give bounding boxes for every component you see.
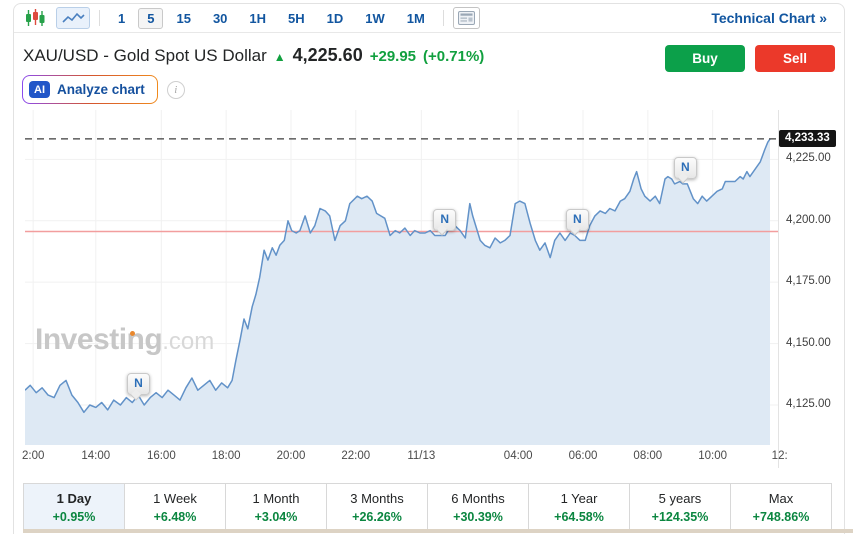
y-axis-label: 4,200.00 (786, 213, 831, 226)
trade-buttons: Buy Sell (665, 45, 835, 72)
ai-badge-icon: AI (29, 81, 50, 98)
price-chart-plot[interactable]: Investing.com N N N N (25, 110, 778, 445)
period-label: 1 Month (252, 491, 300, 506)
period-label: 5 years (658, 491, 702, 506)
timeframe-5h[interactable]: 5H (288, 10, 305, 26)
period-5-years[interactable]: 5 years +124.35% (630, 484, 731, 529)
period-6-months[interactable]: 6 Months +30.39% (428, 484, 529, 529)
technical-chart-link[interactable]: Technical Chart » (711, 10, 831, 26)
timeframe-group: 1 5 15 30 1H 5H 1D 1W 1M (109, 7, 434, 29)
candlestick-chart-icon[interactable] (23, 7, 47, 29)
y-axis-label: 4,175.00 (786, 275, 831, 288)
performance-period-bar: 1 Day +0.95% 1 Week +6.48% 1 Month +3.04% 3 Mo… (23, 483, 832, 530)
x-axis-label: 16:00 (146, 450, 176, 462)
price-chart-svg (25, 110, 778, 445)
period-label: 6 Months (451, 491, 505, 506)
price-line (25, 138, 771, 414)
news-event-marker[interactable]: N (127, 373, 150, 396)
watermark-brand: Investing (35, 323, 163, 356)
instrument-title: XAU/USD - Gold Spot US Dollar (23, 46, 267, 65)
period-change-value: +64.58% (554, 510, 604, 524)
period-label: 1 Day (56, 491, 92, 506)
price-change-percent: (+0.71%) (423, 48, 485, 65)
period-change-value: +6.48% (153, 510, 197, 524)
analyze-chart-label: Analyze chart (57, 82, 145, 97)
timeframe-1[interactable]: 1 (118, 10, 126, 26)
period-label: 1 Year (560, 491, 598, 506)
y-axis[interactable]: 4,225.00 4,200.00 4,175.00 4,150.00 4,125.00 (786, 110, 848, 445)
y-axis-label: 4,225.00 (786, 152, 831, 165)
watermark-orange-dot (130, 331, 135, 336)
period-change-value: +124.35% (651, 510, 709, 524)
period-1-month[interactable]: 1 Month +3.04% (226, 484, 327, 529)
x-axis-label: 12: (771, 450, 788, 462)
x-axis-label: 10:00 (698, 450, 728, 462)
bottom-strip (23, 529, 853, 533)
x-axis-label: 2:00 (21, 450, 45, 462)
period-1-day[interactable]: 1 Day +0.95% (24, 484, 125, 529)
news-event-marker[interactable]: N (565, 208, 589, 231)
x-axis-label: 11/13 (407, 450, 436, 462)
area-chart-icon[interactable] (56, 7, 90, 29)
timeframe-15[interactable]: 15 (176, 10, 191, 26)
period-change-value: +3.04% (254, 510, 298, 524)
x-axis-label: 06:00 (568, 450, 598, 462)
buy-button[interactable]: Buy (665, 45, 745, 72)
x-axis-label: 08:00 (633, 450, 663, 462)
price-area-fill (25, 139, 770, 445)
period-label: 3 Months (350, 491, 404, 506)
instrument-header: XAU/USD - Gold Spot US Dollar ▲ 4,225.60… (23, 45, 484, 66)
x-axis[interactable]: 2:00 14:00 16:00 18:00 20:00 22:00 11/13 04:00 0… (21, 450, 788, 465)
last-price-tag: 4,233.33 (779, 129, 836, 147)
x-axis-label: 14:00 (81, 450, 111, 462)
up-arrow-icon: ▲ (273, 50, 286, 64)
timeframe-1d[interactable]: 1D (326, 10, 344, 26)
info-icon[interactable]: i (166, 80, 185, 99)
news-event-marker[interactable]: N (433, 208, 457, 231)
period-1-year[interactable]: 1 Year +64.58% (529, 484, 630, 529)
investing-watermark: Investing.com (35, 323, 214, 357)
timeframe-1m[interactable]: 1M (406, 10, 425, 26)
y-axis-border (778, 110, 779, 468)
toolbar-divider (442, 10, 444, 26)
sell-button[interactable]: Sell (755, 45, 835, 72)
x-axis-label: 20:00 (276, 450, 306, 462)
timeframe-30[interactable]: 30 (212, 10, 228, 26)
period-1-week[interactable]: 1 Week +6.48% (125, 484, 226, 529)
period-change-value: +0.95% (52, 510, 96, 524)
price-change: +29.95 (369, 48, 417, 65)
period-change-value: +30.39% (453, 510, 503, 524)
chevron-right-icon: » (819, 10, 827, 26)
timeframe-1w[interactable]: 1W (365, 10, 385, 26)
ai-analyze-row: AI Analyze chart i (22, 75, 185, 104)
news-panel-icon[interactable] (452, 7, 480, 29)
y-axis-label: 4,125.00 (786, 397, 831, 410)
timeframe-5[interactable]: 5 (138, 7, 164, 29)
analyze-chart-button[interactable]: AI Analyze chart (22, 75, 158, 104)
period-label: Max (768, 491, 794, 506)
y-axis-label: 4,150.00 (786, 336, 831, 349)
chart-toolbar: 1 5 15 30 1H 5H 1D 1W 1M Technical Chart » (14, 4, 841, 33)
period-3-months[interactable]: 3 Months +26.26% (327, 484, 428, 529)
last-price: 4,225.60 (292, 45, 363, 65)
period-change-value: +26.26% (352, 510, 402, 524)
timeframe-1h[interactable]: 1H (249, 10, 267, 26)
news-event-marker[interactable]: N (673, 156, 697, 179)
period-label: 1 Week (153, 491, 197, 506)
period-max[interactable]: Max +748.86% (731, 484, 831, 529)
x-axis-label: 22:00 (341, 450, 371, 462)
technical-chart-label: Technical Chart (711, 10, 816, 26)
toolbar-divider (99, 10, 100, 26)
period-change-value: +748.86% (752, 510, 810, 524)
x-axis-label: 04:00 (503, 450, 533, 462)
x-axis-label: 18:00 (211, 450, 241, 462)
watermark-suffix: .com (162, 328, 215, 355)
